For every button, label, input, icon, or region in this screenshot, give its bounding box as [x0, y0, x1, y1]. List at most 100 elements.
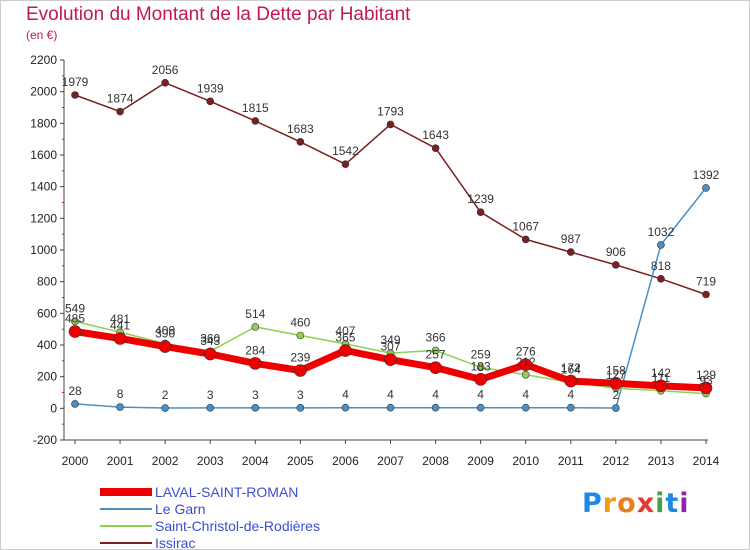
data-label-le-garn: 2 — [613, 388, 620, 402]
y-tick-label: 400 — [37, 338, 57, 352]
data-point-laval-saint-roman — [609, 377, 623, 390]
data-label-le-garn: 1032 — [648, 225, 675, 239]
data-label-le-garn: 4 — [567, 388, 574, 402]
data-point-laval-saint-roman — [294, 364, 307, 377]
data-label-saint-christol-de-rodi-res: 93 — [699, 374, 713, 388]
x-tick-label: 2001 — [107, 454, 134, 468]
data-label-le-garn: 4 — [432, 388, 439, 402]
unit-label: (en €) — [26, 28, 58, 42]
data-label-saint-christol-de-rodi-res: 409 — [155, 324, 175, 338]
data-label-saint-christol-de-rodi-res: 366 — [426, 330, 446, 344]
data-label-saint-christol-de-rodi-res: 259 — [471, 347, 491, 361]
data-label-le-garn: 8 — [117, 387, 124, 401]
data-point-le-garn — [206, 404, 215, 412]
data-point-laval-saint-roman — [564, 374, 578, 388]
y-tick-label: 800 — [37, 275, 57, 289]
data-label-le-garn: 28 — [68, 384, 82, 398]
data-point-saint-christol-de-rodi-res — [296, 331, 305, 340]
data-label-laval-saint-roman: 343 — [200, 334, 220, 348]
data-label-saint-christol-de-rodi-res: 127 — [606, 368, 626, 382]
data-label-le-garn: 1392 — [693, 168, 720, 182]
data-point-le-garn — [702, 184, 710, 192]
data-point-issirac — [521, 235, 530, 244]
legend-label-saint-christol-de-rodi-res: Saint-Christol-de-Rodières — [155, 518, 320, 534]
data-label-saint-christol-de-rodi-res: 212 — [516, 355, 536, 369]
proxiti-logo: Proxiti — [582, 488, 690, 519]
data-label-issirac: 1239 — [467, 192, 494, 206]
data-point-issirac — [431, 144, 440, 152]
x-tick-label: 2009 — [467, 454, 494, 468]
data-point-issirac — [251, 117, 260, 125]
data-label-le-garn: 4 — [387, 388, 394, 402]
data-point-issirac — [161, 79, 169, 87]
data-label-saint-christol-de-rodi-res: 360 — [200, 331, 220, 345]
data-label-issirac: 1793 — [377, 104, 404, 118]
data-point-laval-saint-roman — [158, 340, 172, 353]
logo-letter: i — [679, 488, 690, 519]
data-point-laval-saint-roman — [339, 344, 352, 357]
data-point-issirac — [296, 138, 305, 146]
data-label-laval-saint-roman: 257 — [426, 348, 446, 362]
x-tick-label: 2004 — [242, 454, 269, 468]
x-tick-label: 2011 — [558, 454, 584, 468]
data-label-issirac: 1067 — [512, 219, 539, 233]
data-point-laval-saint-roman — [248, 357, 262, 370]
data-label-issirac: 1939 — [197, 81, 224, 95]
data-point-issirac — [566, 248, 575, 256]
data-point-saint-christol-de-rodi-res — [476, 363, 485, 372]
data-label-saint-christol-de-rodi-res: 514 — [245, 307, 265, 321]
data-point-laval-saint-roman — [203, 347, 217, 361]
x-tick-label: 2013 — [648, 454, 675, 468]
x-tick-label: 2012 — [603, 454, 630, 468]
data-point-le-garn — [386, 403, 395, 412]
data-point-issirac — [116, 107, 124, 116]
x-tick-label: 2003 — [197, 454, 224, 468]
data-label-issirac: 1643 — [422, 128, 449, 142]
data-point-laval-saint-roman — [519, 358, 533, 371]
x-tick-label: 2008 — [422, 454, 449, 468]
data-label-le-garn: 4 — [477, 388, 484, 402]
legend-label-le-garn: Le Garn — [155, 501, 206, 517]
y-tick-label: 200 — [37, 370, 57, 384]
data-label-laval-saint-roman: 441 — [110, 319, 130, 333]
data-point-saint-christol-de-rodi-res — [71, 317, 79, 326]
data-label-laval-saint-roman: 183 — [471, 359, 491, 373]
data-label-saint-christol-de-rodi-res: 164 — [561, 362, 581, 376]
data-point-le-garn — [566, 403, 575, 412]
data-point-issirac — [476, 208, 485, 216]
y-tick-label: 1200 — [30, 211, 57, 225]
data-label-issirac: 906 — [606, 245, 626, 259]
y-tick-label: 2200 — [30, 53, 57, 67]
logo-letter: i — [655, 488, 666, 519]
logo-letter: P — [582, 488, 603, 519]
data-point-le-garn — [476, 403, 485, 412]
data-point-laval-saint-roman — [384, 353, 397, 367]
x-tick-label: 2000 — [62, 454, 89, 468]
data-label-issirac: 1979 — [62, 75, 89, 89]
y-tick-label: 1600 — [30, 148, 57, 162]
data-point-issirac — [702, 290, 710, 299]
series-layer — [68, 79, 713, 412]
y-tick-label: -200 — [33, 433, 57, 447]
data-point-issirac — [71, 91, 79, 99]
data-label-laval-saint-roman: 129 — [696, 368, 716, 382]
data-label-laval-saint-roman: 172 — [561, 361, 581, 375]
logo-letter: x — [636, 488, 656, 519]
data-labels: 1979187420561939181516831542179316431239… — [62, 63, 720, 402]
data-label-laval-saint-roman: 284 — [245, 343, 265, 357]
data-label-laval-saint-roman: 390 — [155, 327, 175, 341]
x-tick-label: 2014 — [693, 454, 720, 468]
y-tick-label: 1800 — [30, 116, 57, 130]
data-point-le-garn — [161, 404, 169, 412]
data-point-le-garn — [296, 404, 305, 412]
data-point-issirac — [612, 261, 620, 269]
data-label-issirac: 987 — [561, 232, 581, 246]
data-label-saint-christol-de-rodi-res: 111 — [652, 371, 671, 385]
data-point-saint-christol-de-rodi-res — [251, 323, 260, 331]
data-label-saint-christol-de-rodi-res: 407 — [335, 324, 355, 338]
data-label-laval-saint-roman: 276 — [516, 345, 536, 359]
chart-title: Evolution du Montant de la Dette par Hab… — [26, 4, 411, 25]
data-label-laval-saint-roman: 485 — [65, 312, 85, 326]
